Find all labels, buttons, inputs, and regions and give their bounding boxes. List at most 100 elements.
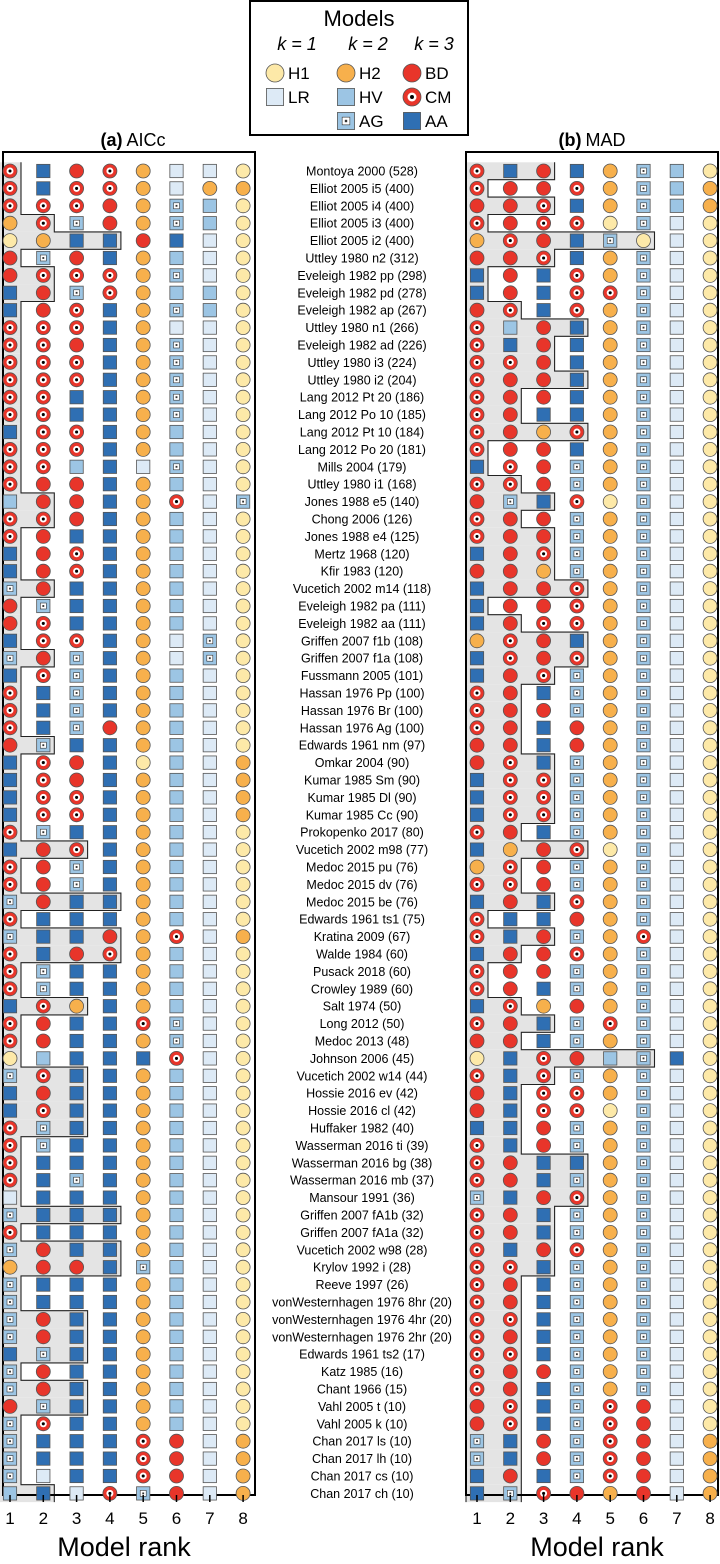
marker-b-9-3 xyxy=(536,320,551,336)
marker-a-11-6 xyxy=(169,355,184,370)
marker-a-32-8 xyxy=(235,720,251,736)
marker-b-69-4 xyxy=(569,1364,584,1379)
marker-b-74-3 xyxy=(536,1451,551,1466)
marker-a-11-2 xyxy=(35,354,51,370)
marker-a-57-1 xyxy=(2,1155,18,1171)
marker-b-26-2 xyxy=(502,616,518,631)
marker-b-75-4 xyxy=(569,1468,584,1484)
marker-b-14-7 xyxy=(669,407,684,422)
marker-b-7-2 xyxy=(502,285,518,301)
marker-a-8-8 xyxy=(235,302,251,318)
marker-b-59-5 xyxy=(602,1190,618,1205)
marker-a-25-7 xyxy=(202,598,217,614)
marker-b-30-1 xyxy=(469,685,485,701)
marker-a-43-1 xyxy=(2,911,18,927)
marker-b-42-2 xyxy=(502,894,518,910)
band-a-62 xyxy=(0,1241,121,1259)
marker-a-52-4 xyxy=(102,1068,117,1083)
marker-a-39-5 xyxy=(135,842,151,857)
marker-a-5-6 xyxy=(169,250,184,266)
marker-a-4-6 xyxy=(169,233,184,248)
marker-b-47-2 xyxy=(502,981,518,997)
marker-b-27-1 xyxy=(469,633,485,649)
marker-b-18-5 xyxy=(602,476,618,492)
marker-a-47-1 xyxy=(2,981,18,997)
marker-b-17-1 xyxy=(469,459,485,474)
marker-a-30-7 xyxy=(202,685,217,701)
marker-b-56-3 xyxy=(536,1138,551,1153)
x-tick-label-a-6: 6 xyxy=(172,1509,181,1528)
marker-a-47-3 xyxy=(69,981,84,996)
marker-b-27-2 xyxy=(502,633,518,649)
legend-items: H1 H2 BD LR HV CM AG AA xyxy=(265,63,451,131)
marker-a-25-5 xyxy=(135,598,151,614)
marker-a-43-7 xyxy=(202,912,217,927)
marker-a-21-1 xyxy=(2,529,18,544)
marker-a-64-2 xyxy=(36,1277,51,1292)
marker-a-74-3 xyxy=(69,1451,84,1466)
marker-a-64-1 xyxy=(2,1277,18,1292)
marker-a-23-3 xyxy=(69,563,84,579)
marker-b-54-5 xyxy=(602,1103,618,1118)
marker-b-29-4 xyxy=(569,668,584,683)
marker-b-60-8 xyxy=(702,1207,718,1223)
marker-a-26-2 xyxy=(35,616,51,631)
marker-b-58-4 xyxy=(569,1173,584,1188)
marker-a-66-7 xyxy=(202,1312,217,1327)
dataset-label: Medoc 2015 be (76) xyxy=(306,895,418,909)
dataset-label: Medoc 2013 (48) xyxy=(315,1035,410,1049)
marker-b-55-3 xyxy=(536,1120,551,1136)
marker-a-22-2 xyxy=(35,546,51,562)
marker-b-67-7 xyxy=(669,1329,684,1344)
marker-b-21-3 xyxy=(536,529,551,544)
marker-b-5-4 xyxy=(569,250,584,266)
marker-b-36-6 xyxy=(636,790,651,805)
marker-a-15-1 xyxy=(2,424,18,440)
marker-a-42-5 xyxy=(135,894,151,910)
marker-a-30-1 xyxy=(2,685,18,701)
marker-a-54-6 xyxy=(169,1103,184,1118)
marker-b-48-3 xyxy=(536,998,551,1014)
marker-b-61-5 xyxy=(602,1225,618,1240)
marker-b-67-3 xyxy=(536,1329,551,1344)
marker-a-18-1 xyxy=(2,476,18,492)
marker-a-29-4 xyxy=(102,668,117,683)
marker-a-62-2 xyxy=(35,1242,51,1258)
marker-a-18-6 xyxy=(169,477,184,492)
marker-a-50-6 xyxy=(169,1033,184,1049)
marker-b-10-7 xyxy=(669,337,684,353)
marker-a-69-6 xyxy=(169,1364,184,1379)
marker-a-4-3 xyxy=(69,233,84,248)
marker-b-34-2 xyxy=(502,755,518,770)
dataset-label: Jones 1988 e5 (140) xyxy=(305,495,420,509)
marker-a-16-8 xyxy=(235,441,251,457)
marker-b-68-7 xyxy=(669,1347,684,1362)
legend-label-bd: BD xyxy=(425,64,449,83)
marker-a-58-5 xyxy=(135,1172,151,1188)
marker-b-64-1 xyxy=(469,1277,485,1292)
marker-a-50-3 xyxy=(69,1033,84,1049)
marker-b-28-2 xyxy=(502,650,518,666)
marker-a-73-1 xyxy=(2,1434,18,1449)
marker-b-37-8 xyxy=(702,807,718,823)
marker-a-5-8 xyxy=(235,250,251,266)
marker-a-31-1 xyxy=(2,703,18,718)
marker-b-65-7 xyxy=(669,1294,684,1310)
band-a-44 xyxy=(0,927,121,946)
marker-b-7-5 xyxy=(602,285,618,301)
marker-a-2-8 xyxy=(235,198,251,214)
marker-b-4-6 xyxy=(636,233,651,249)
marker-a-1-4 xyxy=(102,180,118,196)
marker-b-35-3 xyxy=(536,772,551,788)
marker-a-32-3 xyxy=(69,720,84,735)
marker-a-72-3 xyxy=(69,1416,84,1431)
marker-b-6-3 xyxy=(536,268,551,283)
marker-a-65-4 xyxy=(102,1294,117,1310)
marker-a-41-3 xyxy=(69,877,84,892)
marker-a-66-1 xyxy=(2,1312,18,1327)
marker-a-62-5 xyxy=(135,1242,151,1258)
marker-b-19-1 xyxy=(469,494,485,510)
marker-b-1-8 xyxy=(702,180,718,196)
marker-a-9-1 xyxy=(2,320,18,336)
dataset-label: Fussmann 2005 (101) xyxy=(301,669,423,683)
